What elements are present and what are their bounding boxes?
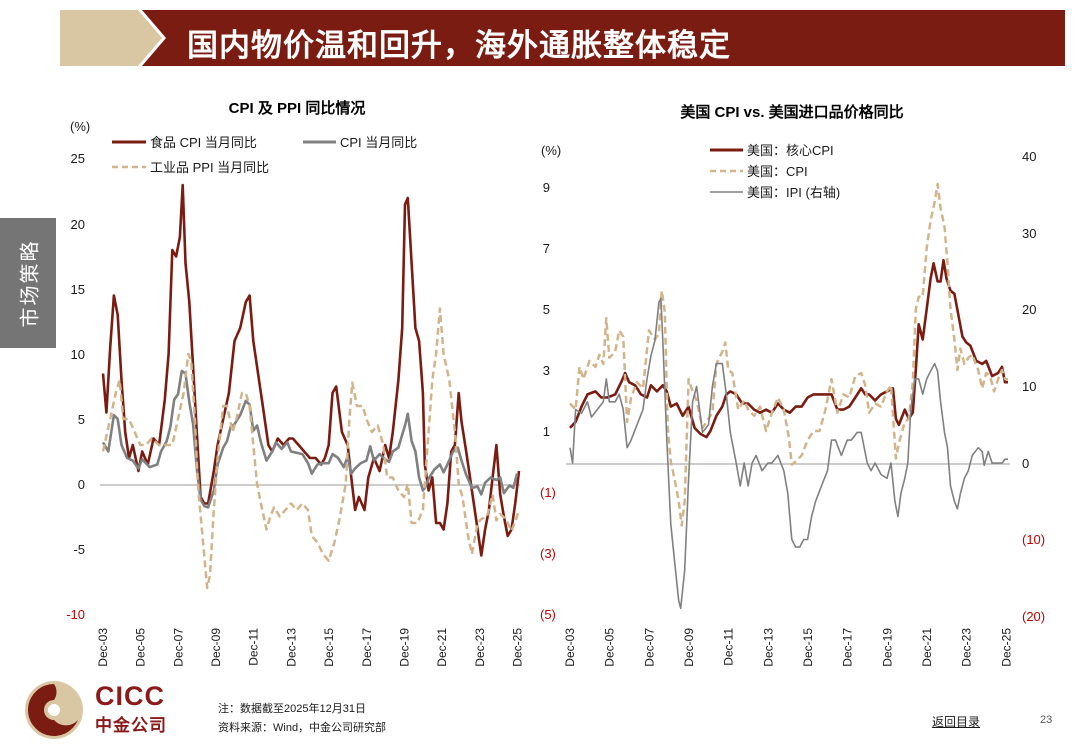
chart-1-ytick-15: 15	[71, 282, 85, 297]
chart-2-y2tick-40: 40	[1022, 149, 1036, 164]
chart-1-ytick-0: 0	[78, 477, 85, 492]
chart-1-title: CPI 及 PPI 同比情况	[229, 99, 366, 117]
chart-2-xtick-6: Dec-15	[801, 628, 815, 667]
chart-2-series-2	[569, 297, 1008, 610]
chart-2-ytick-7: 7	[543, 241, 550, 256]
chart-2-legend-ipi-label: 美国：IPI (右轴)	[747, 185, 840, 200]
chart-2-legend-core-label: 美国：核心CPI	[747, 143, 834, 158]
chart-1-xtick-9: Dec-21	[435, 628, 449, 667]
chart-1-ytick-25: 25	[71, 151, 85, 166]
chart-2-xtick-4: Dec-11	[722, 628, 736, 666]
chart-1-right-tick-1: (1)	[540, 485, 556, 500]
chart-2-series-1	[569, 182, 1008, 527]
chart-1-xtick-5: Dec-13	[284, 628, 298, 667]
chart-2-y2tick-neg10: (10)	[1022, 532, 1045, 547]
chart-2-xtick-2: Dec-07	[642, 628, 656, 667]
banner-chevron-decoration	[60, 10, 162, 66]
chart-2-ytick-1: 1	[543, 424, 550, 439]
header-banner	[60, 10, 1065, 66]
chart-1-right-tick-3: (3)	[540, 546, 556, 561]
page-number: 23	[1040, 714, 1053, 726]
chart-2-xtick-8: Dec-19	[880, 628, 894, 667]
chart-2-series-group	[569, 182, 1008, 610]
chart-2-series-0	[569, 258, 1008, 439]
cicc-logo-mark	[25, 681, 83, 739]
page-title: 国内物价温和回升，海外通胀整体稳定	[187, 28, 731, 63]
chart-1-xtick-3: Dec-09	[209, 628, 223, 667]
chart-2-title: 美国 CPI vs. 美国进口品价格同比	[680, 103, 903, 121]
chart-1-xtick-4: Dec-11	[247, 628, 261, 666]
chart-2-ylabel: (%)	[541, 143, 561, 158]
chart-1-right-tick-5: (5)	[540, 607, 556, 622]
logo-text-en: CICC	[95, 681, 165, 711]
chart-1-xticks-group: Dec-03 Dec-05 Dec-07 Dec-09 Dec-11 Dec-13 Dec-…	[96, 628, 525, 667]
chart-2-ytick-3: 3	[543, 363, 550, 378]
chart-1-xtick-2: Dec-07	[171, 628, 185, 667]
chart-1-ytick-20: 20	[71, 217, 85, 232]
chart-2-xticks-group: Dec-03 Dec-05 Dec-07 Dec-09 Dec-11 Dec-13 Dec-…	[563, 628, 1013, 667]
chart-2-y2tick-20: 20	[1022, 302, 1036, 317]
chart-1-xtick-0: Dec-03	[96, 628, 110, 667]
chart-2-xtick-3: Dec-09	[682, 628, 696, 667]
chart-2-xtick-7: Dec-17	[841, 628, 855, 667]
chart-2-xtick-11: Dec-25	[999, 628, 1013, 667]
chart-1-ylabel: (%)	[70, 119, 90, 134]
chart-2-legend-cpi-label: 美国：CPI	[747, 164, 808, 179]
logo-text-cn: 中金公司	[95, 716, 167, 735]
chart-1-ytick-10: 10	[71, 347, 85, 362]
chart-1-legend-cpi-label: CPI 当月同比	[340, 135, 417, 150]
chart-2-xtick-9: Dec-21	[920, 628, 934, 667]
chart-1-ytick-neg5: -5	[73, 542, 85, 557]
chart-2-y2tick-10: 10	[1022, 379, 1036, 394]
chart-1-xtick-10: Dec-23	[473, 628, 487, 667]
footnote-date: 注：数据截至2025年12月31日	[218, 703, 366, 715]
chart-1-series-0	[101, 183, 521, 557]
chart-1-ytick-neg10: -10	[66, 607, 85, 622]
chart-1-xtick-1: Dec-05	[134, 628, 148, 667]
logo-swirl	[28, 684, 78, 736]
chart-1-series-group	[101, 183, 521, 590]
charts-canvas: CPI 及 PPI 同比情况 (%) 食品 CPI 当月同比 CPI 当月同比 …	[66, 99, 1045, 667]
chart-2: 美国 CPI vs. 美国进口品价格同比 (%) 美国：核心CPI 美国：CPI…	[541, 103, 1045, 667]
chart-2-xtick-0: Dec-03	[563, 628, 577, 667]
chart-1-legend-ppi-label: 工业品 PPI 当月同比	[150, 160, 269, 175]
chart-2-xtick-10: Dec-23	[960, 628, 974, 667]
chart-2-ytick-5: 5	[543, 302, 550, 317]
chart-2-y2tick-neg20: (20)	[1022, 609, 1045, 624]
chart-2-y2tick-0: 0	[1022, 456, 1029, 471]
chart-2-xtick-5: Dec-13	[761, 628, 775, 667]
chart-2-y2tick-30: 30	[1022, 226, 1036, 241]
chart-1-legend-food-label: 食品 CPI 当月同比	[150, 135, 257, 150]
chart-1-series-1	[101, 369, 519, 509]
chart-2-xtick-1: Dec-05	[603, 628, 617, 667]
footnote-source: 资料来源：Wind，中金公司研究部	[218, 722, 387, 734]
chart-1-xtick-8: Dec-19	[397, 628, 411, 667]
chart-1-ytick-5: 5	[78, 412, 85, 427]
chart-2-ytick-9: 9	[543, 180, 550, 195]
back-to-toc-link[interactable]: 返回目录	[932, 715, 981, 729]
chart-1-xtick-11: Dec-25	[511, 628, 525, 667]
side-tab[interactable]	[0, 218, 56, 348]
chart-1-xtick-7: Dec-17	[360, 628, 374, 667]
chart-1-series-2	[101, 307, 521, 590]
banner-title-background	[142, 10, 1065, 66]
logo-center-dot	[48, 704, 60, 716]
chart-1-xtick-6: Dec-15	[322, 628, 336, 667]
chart-1: CPI 及 PPI 同比情况 (%) 食品 CPI 当月同比 CPI 当月同比 …	[66, 99, 556, 667]
